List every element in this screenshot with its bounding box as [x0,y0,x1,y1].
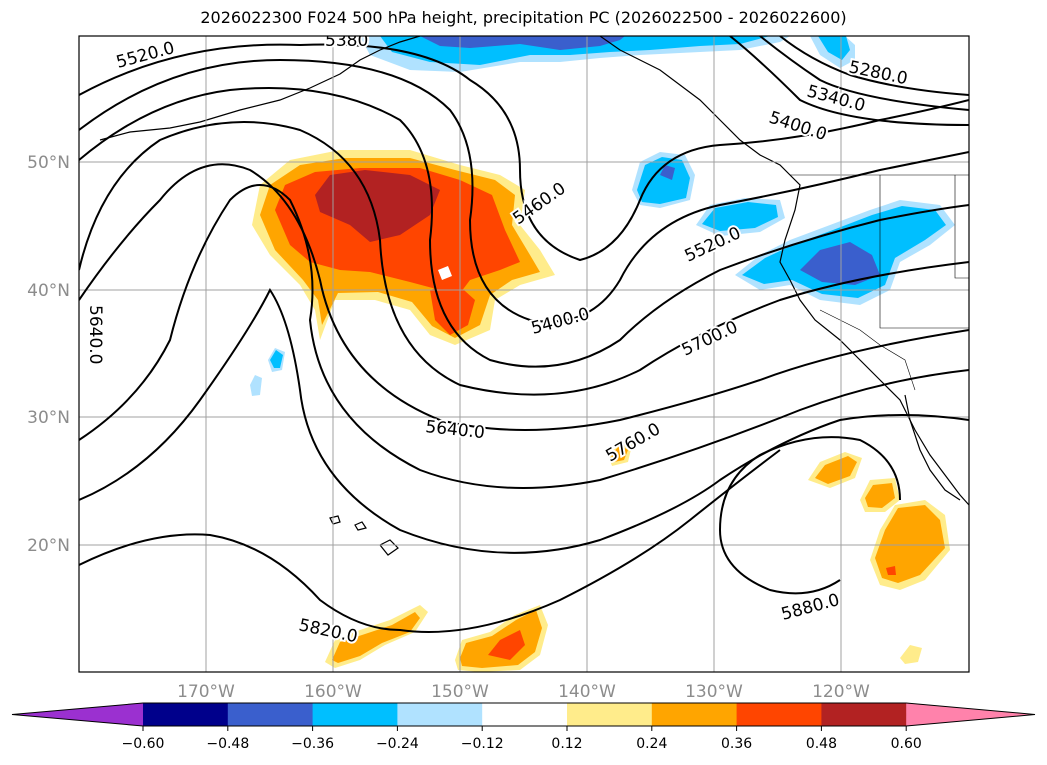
colorbar-tick-label: 0.24 [636,736,667,752]
colorbar-bin [397,703,483,726]
lat-label-50n: 50°N [27,153,70,173]
political-borders [790,174,969,391]
colorbar-tick-label: 0.48 [806,736,837,752]
colorbar-bin [143,703,229,726]
lon-label-120w: 120°W [812,682,870,702]
colorbar-tick-label: 0.36 [721,736,752,752]
colorbar-bin [482,703,568,726]
latitude-labels: 50°N 40°N 30°N 20°N [27,153,70,556]
colorbar-tick-label: −0.36 [291,736,334,752]
lon-label-160w: 160°W [304,682,362,702]
colorbar-tick-label: 0.12 [551,736,582,752]
contour-label: 5380 [325,31,368,51]
colorbar-tick-label: −0.48 [206,736,249,752]
map-background [79,36,969,672]
colorbar-bin [312,703,398,726]
precip-negative-area-north [250,36,955,396]
longitude-labels: 170°W 160°W 150°W 140°W 130°W 120°W [177,682,870,702]
lat-label-40n: 40°N [27,281,70,301]
colorbar-extend-low [12,703,143,726]
lat-label-20n: 20°N [27,536,70,556]
lat-label-30n: 30°N [27,408,70,428]
lon-label-130w: 130°W [685,682,743,702]
lon-label-150w: 150°W [431,682,489,702]
lon-label-140w: 140°W [558,682,616,702]
colorbar-bin [567,703,653,726]
colorbar-bin [821,703,907,726]
colorbar-bin [736,703,822,726]
figure-title: 2026022300 F024 500 hPa height, precipit… [200,8,847,27]
graticule [79,36,969,672]
precip-positive-area-central-pacific [252,150,555,345]
contour-label: 5640.0 [85,305,105,364]
colorbar-bin [227,703,314,726]
colorbar-bin [651,703,738,726]
colorbar-tick-label: −0.60 [122,736,165,752]
map-frame [78,35,970,673]
colorbar: −0.60 −0.48 −0.36 −0.24 −0.12 0.12 0.24 0.36 0.4… [11,702,1036,752]
height-contours [79,36,969,633]
colorbar-tick-label: −0.12 [461,736,504,752]
colorbar-extend-high [906,703,1035,726]
lon-label-170w: 170°W [177,682,235,702]
colorbar-tick-label: 0.60 [891,736,922,752]
colorbar-tick-label: −0.24 [376,736,419,752]
